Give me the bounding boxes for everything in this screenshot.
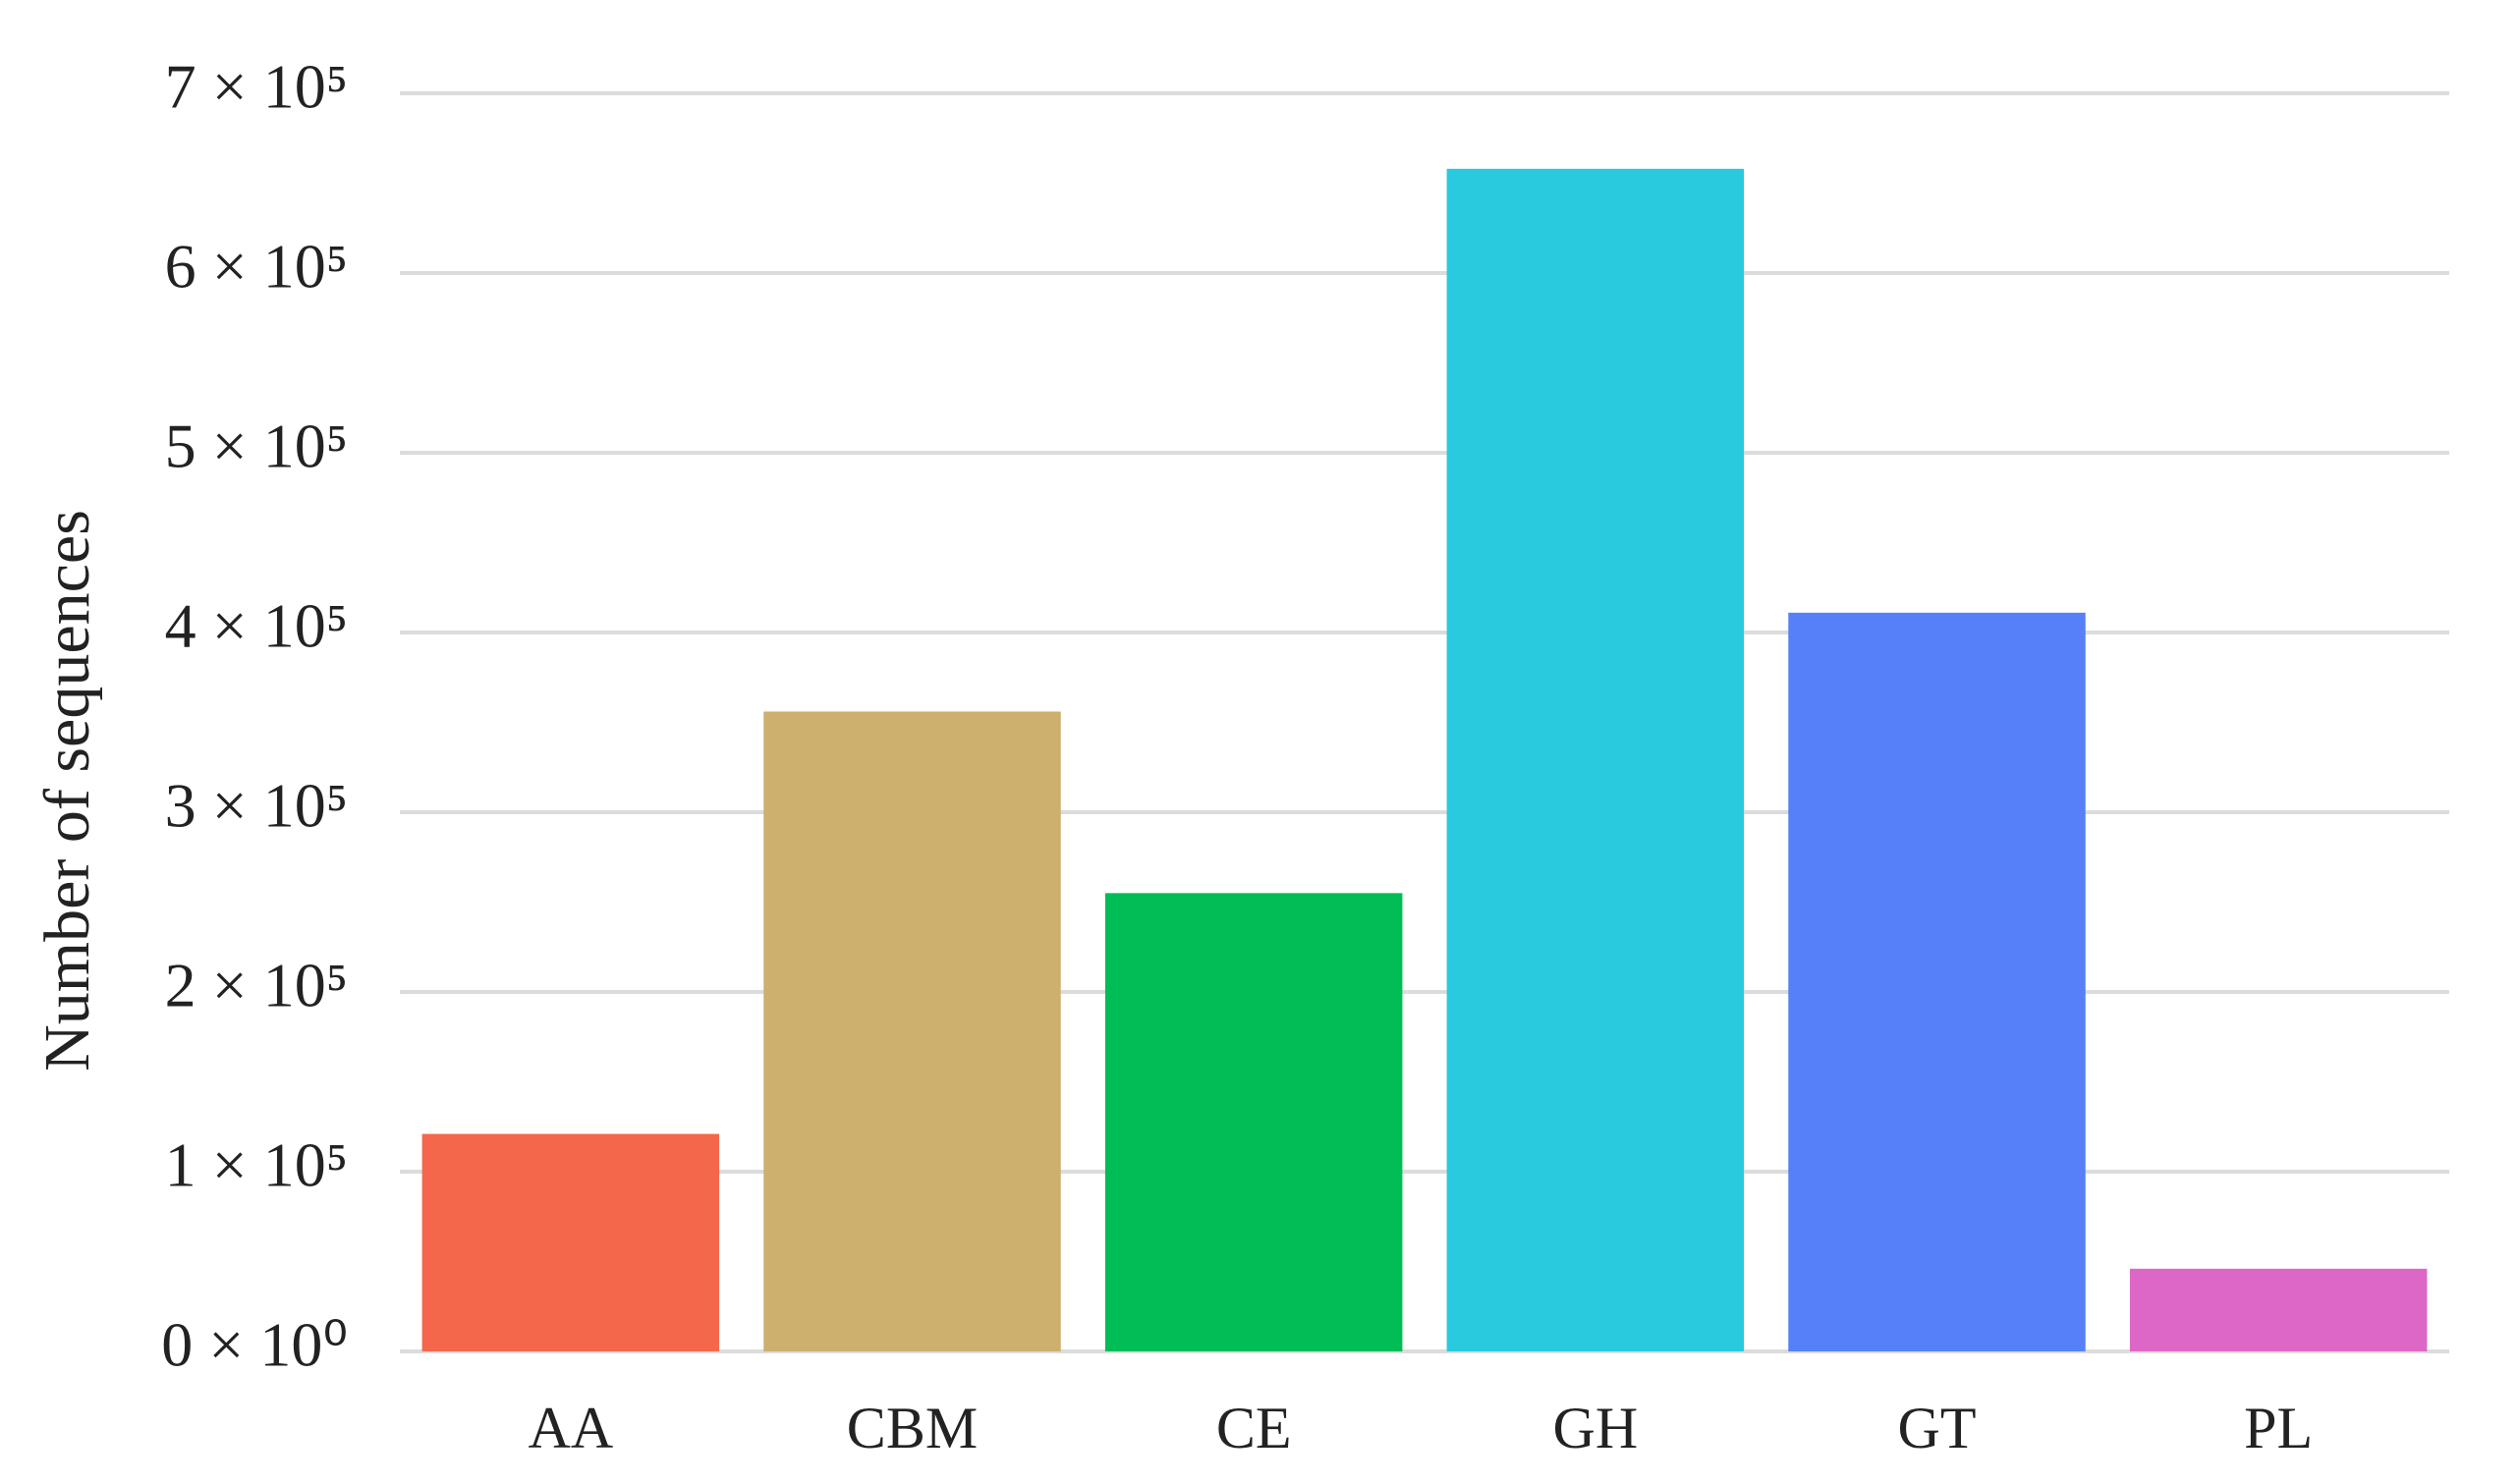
x-tick-label: CE xyxy=(1216,1396,1292,1460)
y-tick-label: 1 × 10⁵ xyxy=(165,1130,348,1200)
y-tick-label: 7 × 10⁵ xyxy=(165,52,348,122)
x-tick-label: PL xyxy=(2244,1396,2313,1460)
x-tick-label: GH xyxy=(1552,1396,1638,1460)
bar xyxy=(1788,612,2086,1351)
y-tick-label: 6 × 10⁵ xyxy=(165,232,348,302)
bar xyxy=(421,1133,720,1351)
y-tick-label: 2 × 10⁵ xyxy=(165,951,348,1020)
bar xyxy=(2129,1268,2428,1351)
y-tick-label: 4 × 10⁵ xyxy=(165,591,348,661)
bar xyxy=(1104,893,1403,1351)
bar xyxy=(763,711,1061,1351)
x-tick-label: AA xyxy=(528,1396,613,1460)
x-tick-label: GT xyxy=(1898,1396,1977,1460)
y-tick-label: 0 × 10⁰ xyxy=(161,1310,348,1380)
y-tick-label: 5 × 10⁵ xyxy=(165,412,348,481)
bar xyxy=(1446,168,1745,1352)
x-tick-label: CBM xyxy=(847,1396,978,1460)
y-tick-label: 3 × 10⁵ xyxy=(165,771,348,841)
y-axis-title: Number of sequences xyxy=(31,510,103,1072)
